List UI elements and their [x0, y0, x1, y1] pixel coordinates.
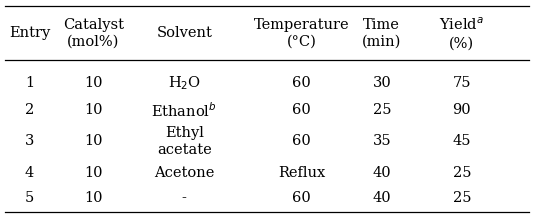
- Text: 10: 10: [84, 166, 103, 180]
- Text: 60: 60: [292, 76, 311, 90]
- Text: 10: 10: [84, 191, 103, 205]
- Text: 40: 40: [373, 191, 391, 205]
- Text: Ethanol$^b$: Ethanol$^b$: [151, 101, 217, 119]
- Text: -: -: [182, 191, 187, 205]
- Text: 75: 75: [453, 76, 471, 90]
- Text: 3: 3: [25, 135, 34, 148]
- Text: 10: 10: [84, 135, 103, 148]
- Text: 10: 10: [84, 76, 103, 90]
- Text: 90: 90: [453, 103, 471, 117]
- Text: Acetone: Acetone: [154, 166, 215, 180]
- Text: 25: 25: [453, 166, 471, 180]
- Text: 4: 4: [25, 166, 34, 180]
- Text: H$_2$O: H$_2$O: [168, 74, 201, 92]
- Text: 30: 30: [372, 76, 391, 90]
- Text: 5: 5: [25, 191, 34, 205]
- Text: Entry: Entry: [9, 27, 50, 40]
- Text: 60: 60: [292, 103, 311, 117]
- Text: Temperature
(°C): Temperature (°C): [254, 18, 350, 49]
- Text: Yield$^a$
(%): Yield$^a$ (%): [439, 17, 484, 50]
- Text: 60: 60: [292, 191, 311, 205]
- Text: 1: 1: [25, 76, 34, 90]
- Text: 10: 10: [84, 103, 103, 117]
- Text: Reflux: Reflux: [278, 166, 325, 180]
- Text: Solvent: Solvent: [156, 27, 212, 40]
- Text: 60: 60: [292, 135, 311, 148]
- Text: 45: 45: [453, 135, 471, 148]
- Text: 25: 25: [373, 103, 391, 117]
- Text: Catalyst
(mol%): Catalyst (mol%): [63, 18, 124, 49]
- Text: 2: 2: [25, 103, 34, 117]
- Text: Ethyl
acetate: Ethyl acetate: [157, 126, 211, 157]
- Text: 40: 40: [373, 166, 391, 180]
- Text: 35: 35: [373, 135, 391, 148]
- Text: Time
(min): Time (min): [362, 18, 402, 49]
- Text: 25: 25: [453, 191, 471, 205]
